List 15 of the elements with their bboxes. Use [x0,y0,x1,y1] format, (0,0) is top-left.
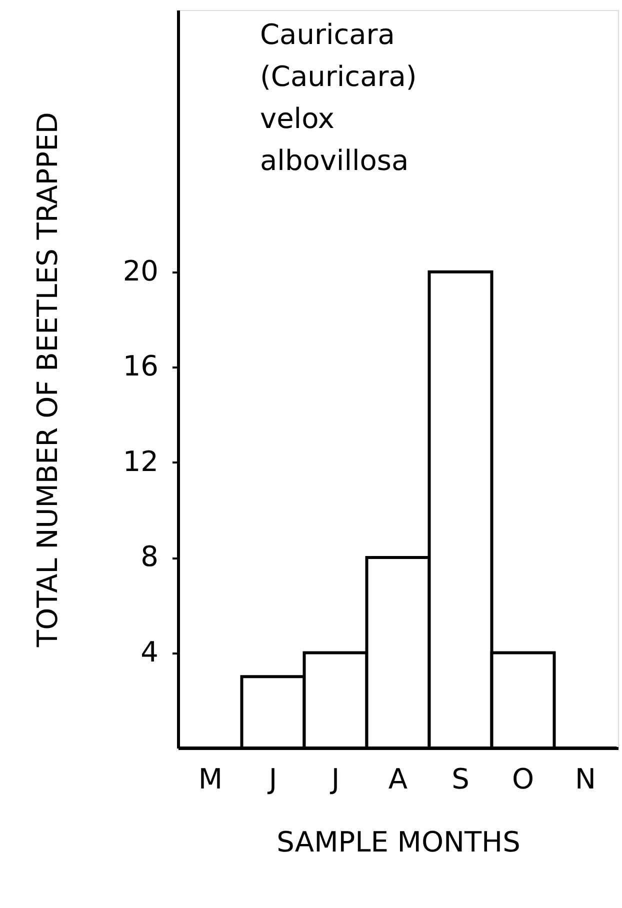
text: Cauricara (Cauricara) velox albovillosa [260,18,417,177]
y-tick-label: 16 [122,350,158,383]
x-tick-label: N [575,762,596,796]
x-tick-label: O [512,762,534,796]
x-tick-label: J [266,762,278,796]
y-axis-title: TOTAL NUMBER OF BEETLES TRAPPED [30,112,64,648]
y-tick-label: 20 [122,254,158,288]
x-tick-label: A [388,762,408,796]
y-tick-label: 4 [140,635,158,668]
x-tick-label: J [329,762,340,796]
x-axis-title: SAMPLE MONTHS [276,826,520,858]
y-tick-label: 12 [122,444,158,478]
x-tick-label: M [198,762,223,796]
x-tick-label: S [452,762,470,796]
y-tick-label: 8 [140,540,158,574]
